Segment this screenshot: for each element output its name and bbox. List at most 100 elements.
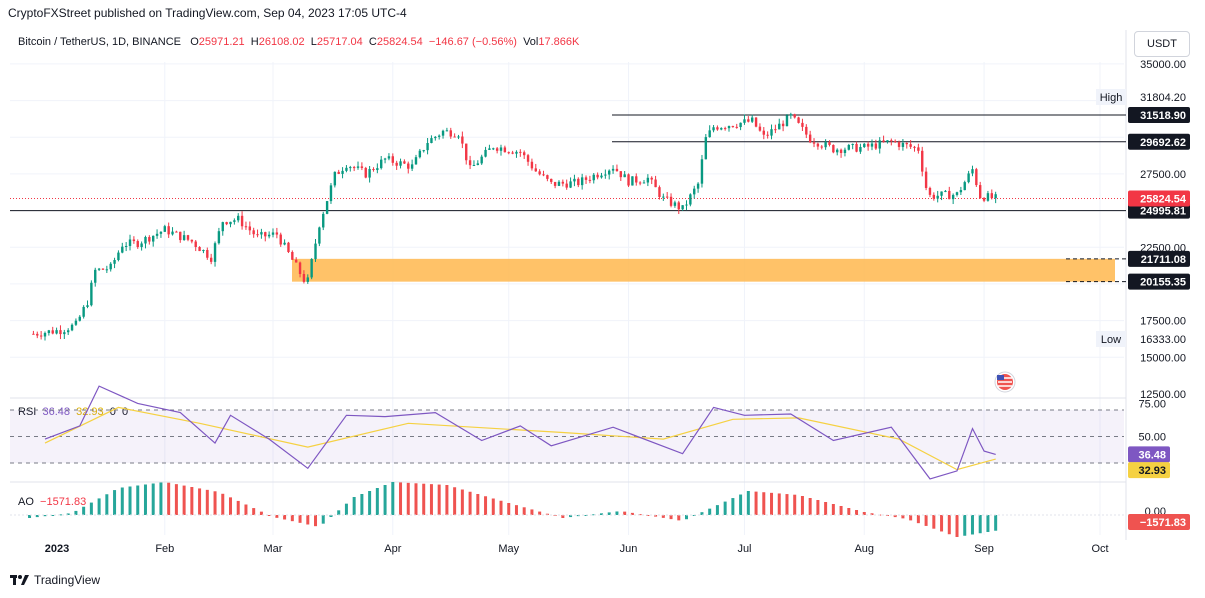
candle-body [399,161,402,166]
candle-body [465,143,468,161]
ao-name[interactable]: AO [18,496,34,508]
candle-body [503,147,507,153]
ao-bar [839,506,843,515]
candle-body [140,243,143,248]
level-price-tag: 20155.35 [1140,277,1186,289]
candle-body [959,190,963,193]
candle-body [179,231,182,241]
candle-body [345,167,348,171]
ao-bar [422,483,426,515]
price-tick-label: 12500.00 [1140,389,1186,401]
candle-body [66,330,70,333]
candle-body [882,140,885,142]
ao-bar [236,500,240,515]
candle-body [267,234,271,237]
candle-body [51,330,54,334]
rsi-tick-label: 50.00 [1138,432,1166,444]
time-tick-label: May [498,543,519,555]
flag-canton [997,375,1004,380]
ao-bar [468,491,472,515]
ao-bar [368,491,372,515]
ao-bar [429,484,433,515]
candle-body [530,161,534,169]
time-axis[interactable]: 2023 Feb Mar Apr May Jun Jul Aug Sep Oct [45,543,1109,555]
ao-bar [306,515,310,525]
candle-body [294,259,298,263]
ao-bar [545,513,549,515]
candle-body [971,169,974,174]
currency-button[interactable]: USDT [1134,31,1190,57]
time-tick-label: Sep [974,543,994,555]
ao-bar [128,486,132,515]
candle-body [418,150,422,158]
ao-bar [646,515,650,516]
candle-body [781,123,785,127]
low-label: L [310,36,317,48]
candle-body [383,158,387,160]
candle-body [526,155,530,162]
price-axis[interactable]: 35000.00 27500.00 22500.00 17500.00 15000.00… [1138,59,1186,518]
candle-body [202,249,205,252]
ao-bar [445,485,449,515]
candle-body [696,183,700,189]
ao-bar [816,500,820,515]
horizontal-levels [10,114,1126,283]
candle-body [909,144,912,147]
candle-body [349,167,352,169]
ao-bar [785,494,789,515]
ao-bar [174,484,178,515]
candle-body [720,128,723,130]
candle-body [805,126,808,135]
low-value: 25717.04 [316,36,363,48]
ao-bar [290,515,294,522]
candle-body [859,147,862,152]
candle-body [117,252,120,261]
candle-body [893,140,897,143]
level-price-tag-bg [1128,106,1190,123]
ao-bar [870,513,874,515]
candle-body [94,269,97,283]
symbol-name[interactable]: Bitcoin / TetherUS, 1D, BINANCE [18,36,182,48]
ao-bar [491,498,495,515]
ao-bar [700,512,704,515]
ao-bar [437,484,441,515]
change-value: −146.67 (−0.56%) [428,36,517,48]
candle-body [121,246,124,253]
candle-body [623,174,626,178]
candle-body [967,173,970,183]
ao-bar [862,512,866,515]
ao-bar [677,515,681,521]
rsi-name[interactable]: RSI [18,406,37,418]
candle-body [252,230,255,235]
candle-body [681,205,684,210]
candle-body [434,136,437,139]
ao-bar [89,502,93,515]
ao-bar [244,504,248,515]
candle-body [430,138,433,144]
candle-body [627,174,630,186]
ao-bar [893,515,897,518]
ao-bar [329,515,333,517]
ao-bar [143,484,147,515]
candle-body [863,143,866,148]
candle-body [878,140,881,149]
candle-body [851,143,854,145]
candle-body [391,156,395,163]
us-flag-icon[interactable] [994,371,1016,393]
candle-body [484,149,487,157]
candle-body [124,245,128,247]
candle-body [890,140,893,142]
candle-body [542,174,545,176]
ao-bar [538,511,542,515]
candle-body [387,156,391,159]
ao-bar [375,488,379,515]
candle-body [264,232,267,237]
candle-body [982,198,986,201]
ao-value-tag: −1571.83 [1140,517,1186,529]
rsi-tag-bg [1128,446,1170,463]
candle-body [101,268,105,270]
candle-body [271,232,275,235]
candle-body [403,161,406,164]
ao-bar [692,515,696,516]
